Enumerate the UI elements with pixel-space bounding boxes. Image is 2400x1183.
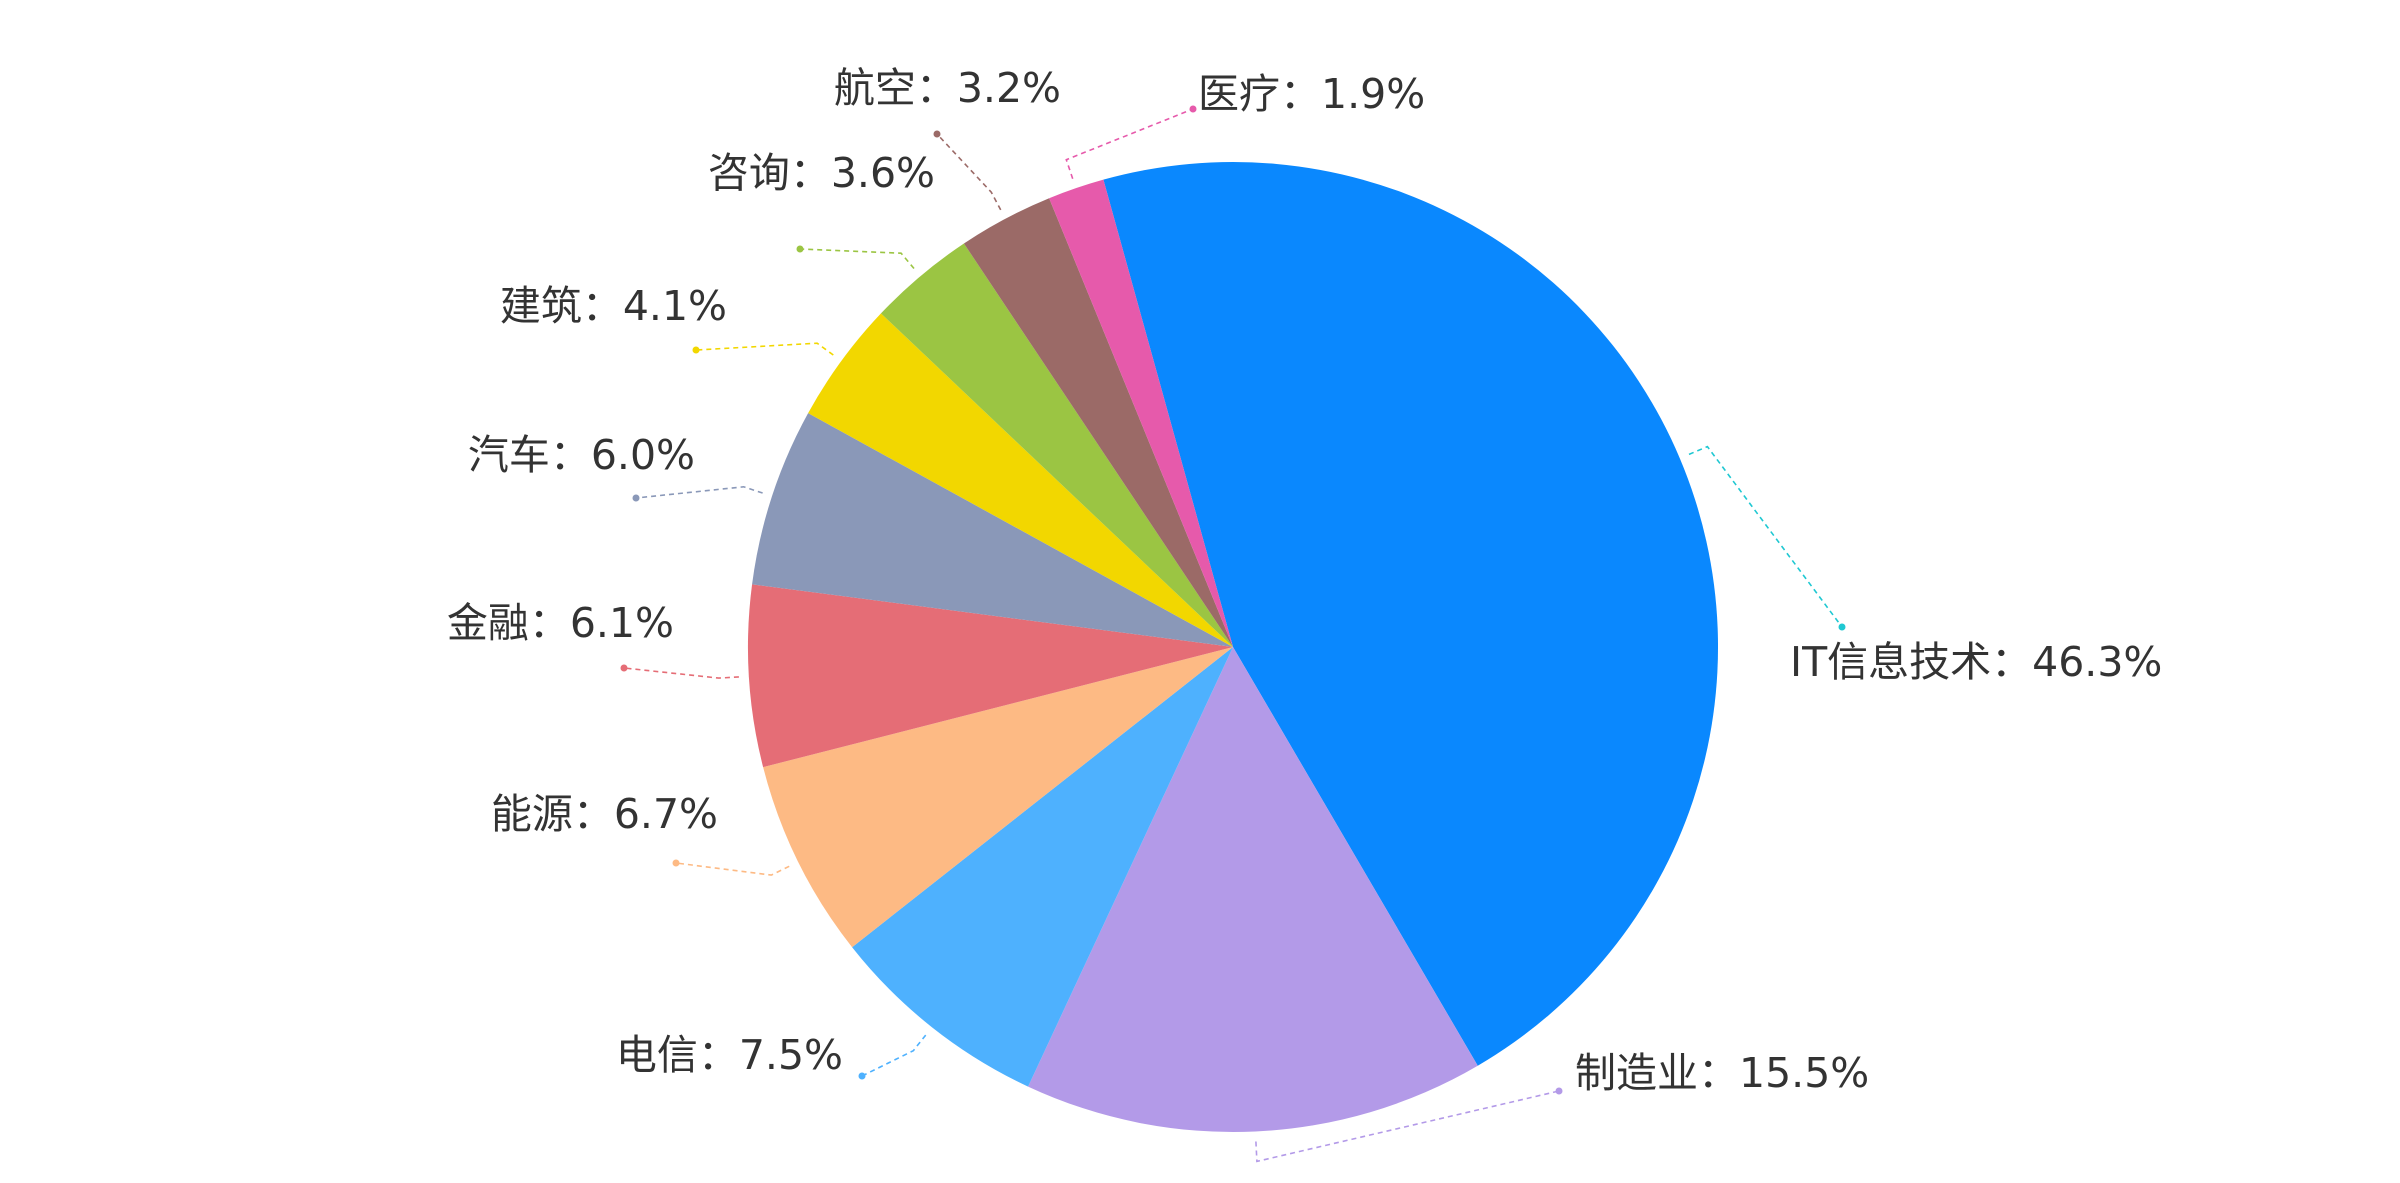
slices-layer <box>748 161 1719 1133</box>
leader-dot-7 <box>692 346 700 354</box>
leader-dot-6 <box>632 494 640 502</box>
slice-label-8: 咨询：3.6% <box>708 149 935 197</box>
leader-line-5 <box>623 667 739 679</box>
slice-label-1: IT信息技术：46.3% <box>1790 638 2162 686</box>
leader-line-3 <box>861 1034 927 1077</box>
leader-dot-3 <box>858 1072 866 1080</box>
pie-slice-9 <box>963 198 1233 647</box>
leader-dot-8 <box>796 245 804 253</box>
pie-slice-3 <box>852 647 1233 1087</box>
leader-line-9 <box>936 133 1002 211</box>
leader-dot-1 <box>1838 623 1846 631</box>
slice-label-2: 制造业：15.5% <box>1575 1049 1869 1097</box>
pie-slice-2 <box>1028 647 1478 1133</box>
leader-line-6 <box>635 485 763 499</box>
pie-slice-7 <box>808 313 1233 647</box>
leader-dot-2 <box>1555 1087 1563 1095</box>
leader-dot-5 <box>620 664 628 672</box>
slice-label-10: 医疗：1.9% <box>1198 70 1425 118</box>
leaders-layer <box>620 105 1846 1163</box>
leader-line-10 <box>1065 108 1194 179</box>
pie-slice-4 <box>763 647 1233 948</box>
pie-slice-8 <box>880 243 1233 648</box>
leader-dot-9 <box>933 130 941 138</box>
leader-line-1 <box>1688 445 1843 628</box>
leader-line-7 <box>695 342 834 356</box>
slice-label-4: 能源：6.7% <box>491 790 718 838</box>
slice-label-6: 汽车：6.0% <box>468 431 695 479</box>
leader-line-8 <box>799 248 915 270</box>
pie-slice-1 <box>1103 161 1719 1066</box>
slice-label-9: 航空：3.2% <box>834 64 1061 112</box>
pie-slice-5 <box>748 584 1233 768</box>
labels-layer: IT信息技术：46.3% 制造业：15.5% 电信：7.5% 能源：6.7% 金融：6.… <box>447 64 2163 1097</box>
leader-dot-4 <box>672 859 680 867</box>
slice-label-3: 电信：7.5% <box>616 1031 843 1079</box>
leader-line-2 <box>1255 1090 1560 1163</box>
pie-slice-6 <box>752 413 1233 647</box>
leader-dot-10 <box>1189 105 1197 113</box>
pie-slice-10 <box>1049 179 1233 647</box>
slice-label-5: 金融：6.1% <box>447 599 674 647</box>
slice-label-7: 建筑：4.1% <box>500 282 727 330</box>
leader-line-4 <box>675 862 790 876</box>
